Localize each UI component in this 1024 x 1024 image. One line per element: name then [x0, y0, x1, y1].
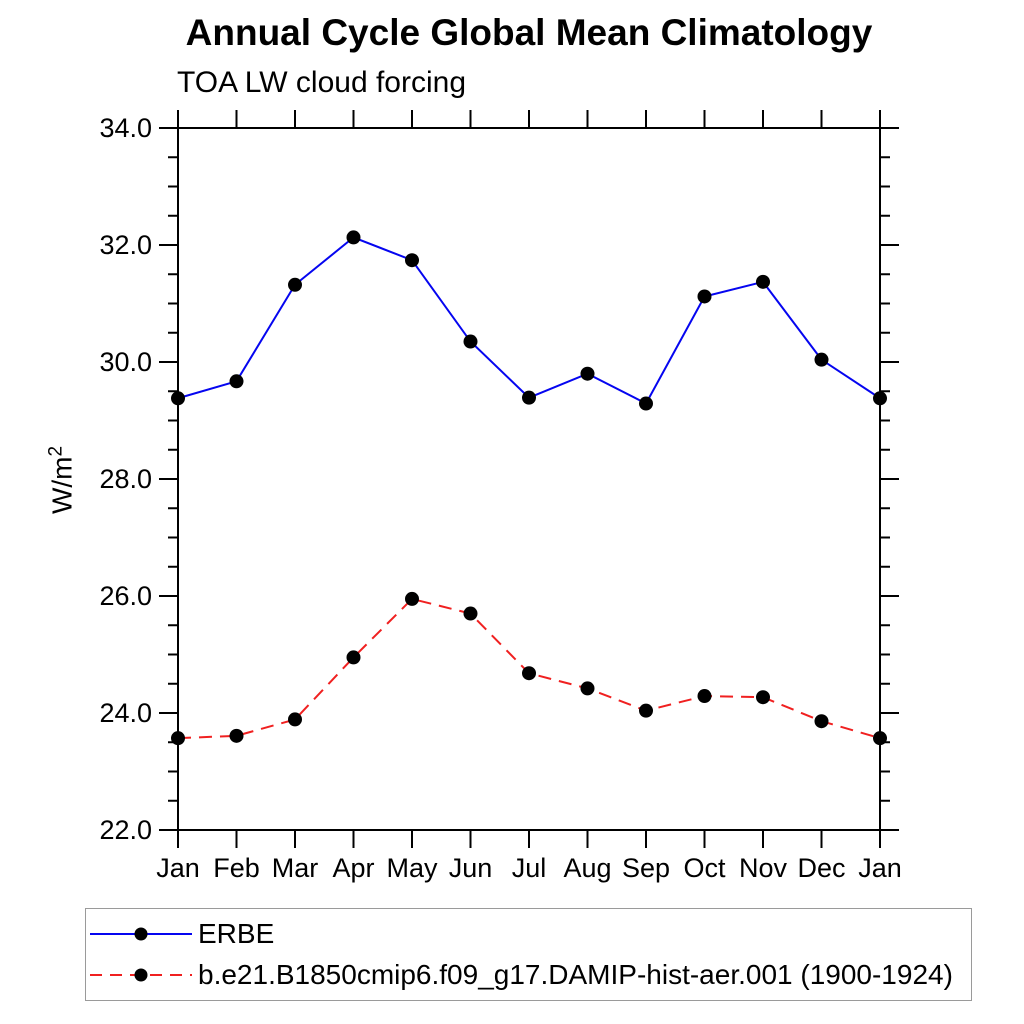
x-tick-label: May	[386, 853, 438, 883]
y-tick-label: 34.0	[99, 113, 152, 143]
data-point	[697, 289, 712, 304]
data-point	[346, 230, 361, 245]
x-tick-label: Jun	[449, 853, 493, 883]
data-point	[639, 703, 653, 718]
data-point	[346, 650, 361, 665]
data-point	[697, 689, 712, 704]
data-point	[229, 728, 244, 743]
x-tick-label: Aug	[563, 853, 611, 883]
x-tick-label: Nov	[739, 853, 788, 883]
legend-marker	[134, 968, 148, 982]
legend-line-sample	[90, 927, 192, 941]
x-tick-label: Sep	[622, 853, 670, 883]
x-tick-label: Feb	[213, 853, 260, 883]
data-point	[405, 253, 419, 268]
legend-marker	[134, 927, 148, 941]
y-tick-label: 26.0	[99, 581, 152, 611]
chart-title: Annual Cycle Global Mean Climatology	[185, 12, 873, 53]
data-point	[171, 391, 185, 406]
plot-area: 22.0 24.0 26.0 28.0 30.0 32.0 34.0 Jan Feb Mar Apr…	[99, 110, 902, 883]
y-tick-label: 30.0	[99, 347, 152, 377]
data-point	[288, 277, 302, 292]
data-point	[639, 396, 653, 411]
data-point	[814, 714, 829, 729]
x-tick-label: Jul	[512, 853, 547, 883]
data-point	[405, 591, 419, 606]
legend: ERBE b.e21.B1850cmip6.f09_g17.DAMIP-hist-…	[85, 908, 972, 1001]
data-point	[580, 366, 595, 381]
legend-label: ERBE	[198, 918, 275, 949]
legend-item: b.e21.B1850cmip6.f09_g17.DAMIP-hist-aer.…	[89, 955, 971, 996]
data-point	[522, 666, 536, 681]
data-point	[756, 274, 770, 289]
y-tick-label: 22.0	[99, 815, 152, 845]
legend-line-sample	[90, 968, 192, 982]
x-tick-label: Dec	[797, 853, 845, 883]
data-point	[463, 606, 478, 621]
data-point	[873, 731, 887, 746]
data-point	[873, 391, 887, 406]
legend-label: b.e21.B1850cmip6.f09_g17.DAMIP-hist-aer.…	[198, 959, 953, 990]
legend-item: ERBE	[89, 914, 971, 955]
plot-frame	[177, 127, 881, 831]
x-tick-label: Jan	[156, 853, 200, 883]
data-point	[171, 731, 185, 746]
data-point	[814, 352, 829, 367]
data-point	[288, 712, 302, 727]
y-tick-label: 28.0	[99, 464, 152, 494]
x-tick-label: Mar	[272, 853, 319, 883]
chart-subtitle: TOA LW cloud forcing	[177, 66, 467, 99]
series-line-erbe	[177, 236, 881, 405]
y-tick-label: 24.0	[99, 698, 152, 728]
data-point	[522, 390, 536, 405]
y-tick-label: 32.0	[99, 230, 152, 260]
x-tick-label: Oct	[683, 853, 726, 883]
data-point	[463, 334, 478, 349]
data-point	[229, 374, 244, 389]
data-point	[580, 681, 595, 696]
data-point	[756, 690, 770, 705]
x-tick-label: Jan	[858, 853, 902, 883]
x-tick-label: Apr	[332, 853, 374, 883]
